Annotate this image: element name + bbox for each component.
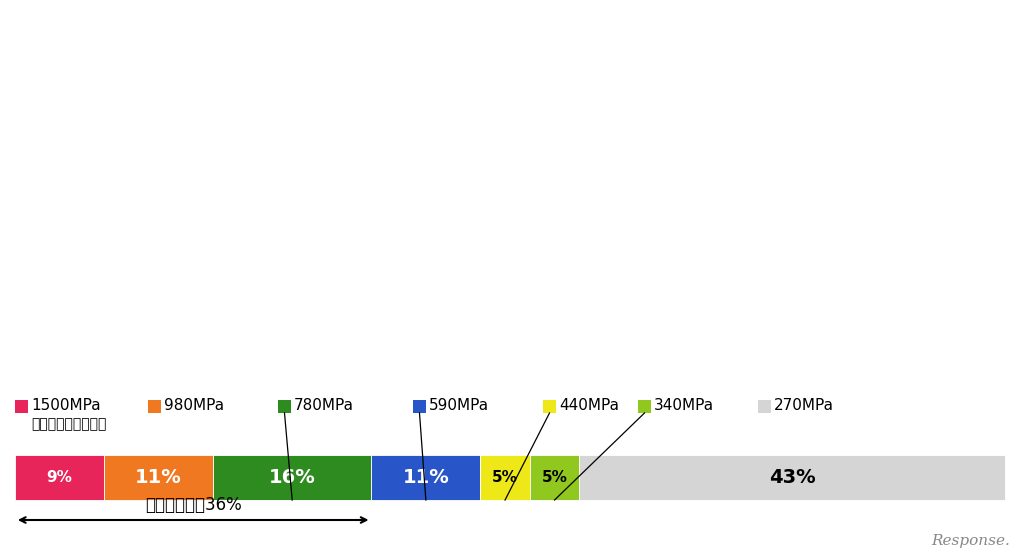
Text: 270MPa: 270MPa (774, 398, 834, 413)
Bar (580, 455, 1005, 500)
Text: 11%: 11% (402, 468, 450, 487)
Bar (529, 455, 580, 500)
Bar (15, 400, 28, 413)
Bar (104, 455, 213, 500)
Text: 1500MPa: 1500MPa (31, 398, 100, 413)
Text: 5%: 5% (493, 470, 518, 485)
Text: 780MPa: 780MPa (294, 398, 354, 413)
Text: 5%: 5% (542, 470, 567, 485)
Bar (638, 400, 651, 413)
Text: 980MPa: 980MPa (164, 398, 224, 413)
Text: 超ハイテン材36%: 超ハイテン材36% (144, 496, 242, 514)
Text: 440MPa: 440MPa (559, 398, 618, 413)
Text: 43%: 43% (769, 468, 815, 487)
Text: 590MPa: 590MPa (429, 398, 489, 413)
Text: 340MPa: 340MPa (654, 398, 714, 413)
Text: Response.: Response. (931, 534, 1010, 548)
Bar (278, 400, 291, 413)
Bar (372, 455, 480, 500)
Bar (758, 400, 771, 413)
Bar (480, 455, 529, 500)
Bar (213, 455, 372, 500)
Bar (148, 400, 161, 413)
Bar (15, 455, 104, 500)
Text: 16%: 16% (269, 468, 315, 487)
Bar (413, 400, 426, 413)
Text: （ホットスタンプ）: （ホットスタンプ） (31, 417, 106, 431)
Bar (543, 400, 556, 413)
Text: 11%: 11% (135, 468, 182, 487)
Text: 9%: 9% (47, 470, 73, 485)
